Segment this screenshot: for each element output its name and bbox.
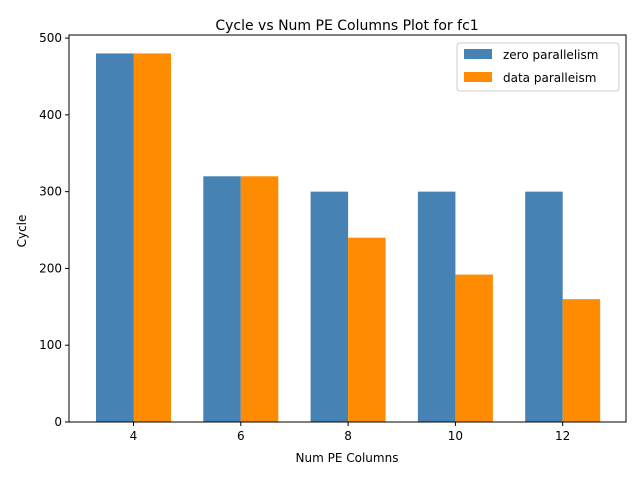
y-tick-label: 200 xyxy=(39,261,62,275)
plot-frame xyxy=(68,34,627,423)
bar-zero-parallelism-4 xyxy=(96,53,134,423)
y-tick-label: 400 xyxy=(39,108,62,122)
legend-box xyxy=(456,42,620,92)
y-tick-label: 300 xyxy=(39,185,62,199)
axes-group: 0 100 200 300 400 500 4 6 8 10 12 xyxy=(39,31,627,443)
legend-label-zero-parallelism: zero parallelism xyxy=(503,48,598,62)
legend: zero parallelism data paralleism xyxy=(456,42,620,92)
bar-data-paralleism-12 xyxy=(562,299,601,422)
bar-zero-parallelism-12 xyxy=(525,191,563,422)
y-tick-label: 100 xyxy=(39,338,62,352)
bar-data-paralleism-4 xyxy=(133,53,171,423)
bar-zero-parallelism-8 xyxy=(310,191,349,422)
bars-group xyxy=(96,53,601,423)
bar-zero-parallelism-6 xyxy=(203,176,241,422)
bar-data-paralleism-6 xyxy=(240,176,279,422)
x-axis-label: Num PE Columns xyxy=(296,451,399,465)
x-tick-label: 4 xyxy=(130,429,138,443)
legend-label-data-paralleism: data paralleism xyxy=(503,71,596,85)
bar-data-paralleism-8 xyxy=(348,237,386,422)
bar-zero-parallelism-10 xyxy=(417,191,456,422)
y-axis-label: Cycle xyxy=(15,215,29,248)
x-tick-label: 8 xyxy=(344,429,352,443)
legend-swatch-data-paralleism xyxy=(464,72,492,82)
bar-data-paralleism-10 xyxy=(455,274,493,422)
legend-swatch-zero-parallelism xyxy=(464,49,492,59)
y-tick-label: 0 xyxy=(54,415,62,429)
chart-title: Cycle vs Num PE Columns Plot for fc1 xyxy=(215,18,478,34)
x-tick-label: 10 xyxy=(448,429,463,443)
x-tick-label: 12 xyxy=(555,429,570,443)
x-tick-label: 6 xyxy=(237,429,245,443)
y-tick-label: 500 xyxy=(39,31,62,45)
